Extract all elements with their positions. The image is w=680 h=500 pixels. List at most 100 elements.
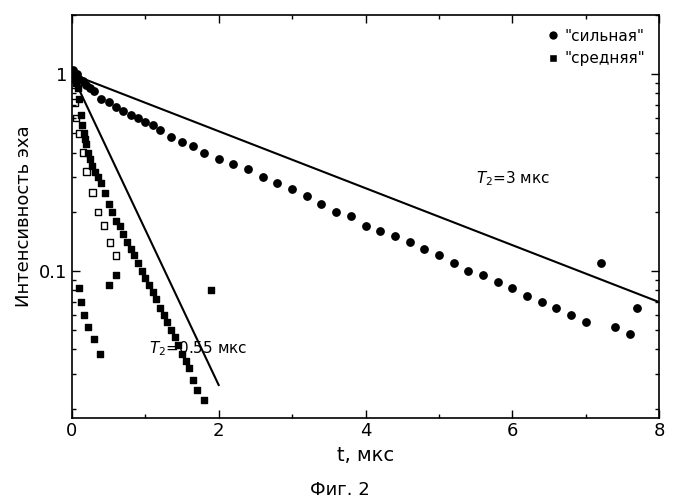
"средняя"	[75, 111, 86, 119]
"средняя"	[92, 173, 103, 181]
Text: $T_2$=0.55 мкс: $T_2$=0.55 мкс	[149, 340, 248, 358]
"сильная"	[463, 267, 474, 275]
Point	[69, 98, 80, 106]
"средняя"	[180, 357, 191, 365]
"средняя"	[184, 364, 194, 372]
"средняя"	[99, 188, 110, 196]
Point	[68, 81, 79, 89]
"средняя"	[73, 284, 84, 292]
Text: Фиг. 2: Фиг. 2	[310, 481, 370, 499]
"сильная"	[537, 298, 547, 306]
"сильная"	[69, 72, 80, 80]
Point	[81, 168, 92, 175]
"средняя"	[177, 350, 188, 358]
"средняя"	[125, 244, 136, 252]
"сильная"	[125, 111, 136, 119]
"сильная"	[360, 222, 371, 230]
"сильная"	[507, 284, 518, 292]
"средняя"	[85, 155, 96, 163]
"средняя"	[206, 286, 217, 294]
X-axis label: t, мкс: t, мкс	[337, 446, 394, 465]
"средняя"	[188, 376, 199, 384]
"сильная"	[133, 114, 143, 122]
"сильная"	[199, 148, 209, 156]
"сильная"	[345, 212, 356, 220]
"средняя"	[110, 272, 121, 280]
"средняя"	[82, 323, 93, 331]
"средняя"	[158, 310, 169, 318]
"средняя"	[77, 122, 88, 130]
"сильная"	[177, 138, 188, 146]
"сильная"	[595, 259, 606, 267]
Point	[110, 252, 121, 260]
"средняя"	[103, 281, 114, 289]
"средняя"	[199, 396, 209, 404]
"сильная"	[419, 244, 430, 252]
"сильная"	[71, 70, 82, 78]
"средняя"	[78, 130, 89, 138]
"средняя"	[143, 281, 154, 289]
Point	[71, 114, 82, 122]
"средняя"	[87, 162, 98, 170]
"средняя"	[140, 274, 151, 282]
"сильная"	[188, 142, 199, 150]
"средняя"	[69, 74, 80, 82]
Y-axis label: Интенсивность эха: Интенсивность эха	[15, 126, 33, 307]
"сильная"	[404, 238, 415, 246]
Point	[92, 208, 103, 216]
"средняя"	[82, 148, 93, 156]
"средняя"	[95, 350, 105, 358]
"средняя"	[81, 140, 92, 148]
"сильная"	[581, 318, 592, 326]
"сильная"	[551, 304, 562, 312]
"средняя"	[165, 326, 176, 334]
"сильная"	[566, 310, 577, 318]
"сильная"	[68, 66, 79, 74]
"средняя"	[96, 179, 107, 187]
"сильная"	[390, 232, 401, 240]
"сильная"	[214, 155, 224, 163]
"сильная"	[448, 259, 459, 267]
Point	[78, 148, 88, 156]
"сильная"	[110, 103, 121, 111]
"средняя"	[103, 200, 114, 207]
"сильная"	[88, 87, 99, 95]
"средняя"	[151, 295, 162, 303]
"средняя"	[147, 288, 158, 296]
"сильная"	[140, 118, 151, 126]
"средняя"	[110, 217, 121, 225]
Point	[105, 238, 116, 246]
"сильная"	[257, 173, 268, 181]
"средняя"	[129, 252, 139, 260]
"средняя"	[191, 386, 202, 394]
"сильная"	[632, 304, 643, 312]
"средняя"	[133, 259, 143, 267]
"сильная"	[610, 323, 621, 331]
"сильная"	[301, 192, 312, 200]
"сильная"	[272, 179, 283, 187]
"сильная"	[96, 95, 107, 103]
"сильная"	[81, 81, 92, 89]
"сильная"	[522, 292, 532, 300]
"сильная"	[375, 227, 386, 235]
Point	[87, 188, 98, 196]
"средняя"	[118, 230, 129, 237]
"средняя"	[68, 68, 79, 76]
"средняя"	[76, 298, 87, 306]
"средняя"	[88, 336, 99, 344]
"средняя"	[114, 222, 125, 230]
"средняя"	[90, 168, 101, 175]
"сильная"	[330, 208, 341, 216]
"средняя"	[79, 310, 90, 318]
"сильная"	[118, 107, 129, 115]
"сильная"	[154, 126, 165, 134]
"средняя"	[71, 79, 82, 87]
Legend: "сильная", "средняя": "сильная", "средняя"	[543, 22, 651, 72]
"сильная"	[477, 272, 488, 280]
"средняя"	[73, 95, 84, 103]
"средняя"	[72, 84, 83, 92]
"сильная"	[243, 165, 254, 173]
"сильная"	[228, 160, 239, 168]
Point	[73, 130, 84, 138]
"средняя"	[173, 341, 184, 349]
